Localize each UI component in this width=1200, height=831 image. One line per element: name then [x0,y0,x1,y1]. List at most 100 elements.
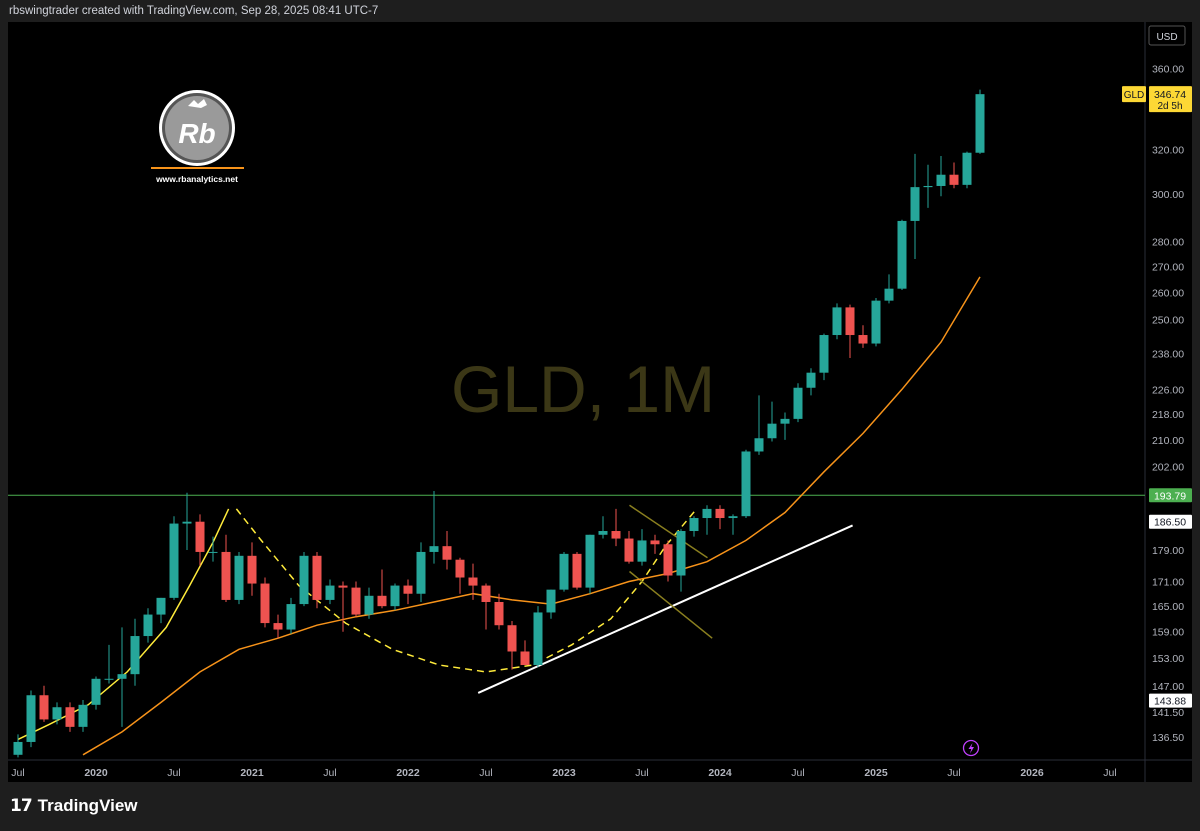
candle-body [351,587,361,615]
candle-body [702,508,712,519]
tradingview-brand-text: TradingView [37,796,138,815]
candle-body [572,553,582,588]
candle-body [806,372,816,388]
candle-body [169,523,179,598]
price-tick-label: 218.00 [1152,409,1184,421]
currency-label: USD [1156,32,1177,43]
candle-body [182,521,192,524]
lightning-icon[interactable] [962,739,980,757]
candle-body [52,707,62,720]
price-level-label: 143.88 [1154,696,1186,708]
price-tick-label: 153.00 [1152,653,1184,665]
candle-body [390,585,400,607]
time-tick-label: 2022 [396,767,420,779]
channel-line-lower [629,570,713,639]
moving-average-line [82,276,981,756]
candle-body [78,704,88,727]
price-tick-label: 226.00 [1152,384,1184,396]
price-tick-label: 360.00 [1152,63,1184,75]
price-tick-label: 300.00 [1152,189,1184,201]
candle-body [767,423,777,439]
time-tick-label: Jul [167,767,180,779]
current-price-tag [1149,86,1192,113]
candle-body [533,612,543,666]
candle-body [312,555,322,600]
price-tick-label: 210.00 [1152,435,1184,447]
candle-body [936,174,946,186]
candle-body [637,540,647,562]
candle-body [156,597,166,615]
candle-body [650,540,660,545]
price-tick-label: 159.00 [1152,627,1184,639]
candle-body [858,335,868,344]
logo-disc [165,96,229,160]
candle-body [897,220,907,289]
candle-body [299,555,309,605]
time-tick-label: 2023 [552,767,576,779]
brand-logo: Rb www.rbanalytics.net [151,86,244,184]
candle-body [442,546,452,560]
candle-body [26,695,36,742]
candle-body [624,538,634,562]
time-tick-label: Jul [1103,767,1116,779]
price-tick-label: 147.00 [1152,681,1184,693]
price-tick-label: 141.50 [1152,707,1184,719]
price-tick-label: 136.50 [1152,732,1184,744]
candle-body [130,636,140,675]
attribution-text: rbswingtrader created with TradingView.c… [9,5,379,17]
channel-line-upper [629,504,708,559]
chart-canvas[interactable]: GLD, 1M Rb www.rbanalytics.net 360.00 320… [8,22,1192,782]
candle-body [598,531,608,535]
price-tick-label: 171.00 [1152,577,1184,589]
candle-body [884,288,894,301]
candle-body [663,544,673,576]
candle-body [611,531,621,539]
price-tick-label: 238.00 [1152,349,1184,361]
candle-body [65,707,75,727]
candle-body [377,595,387,607]
candle-body [728,516,738,519]
price-tick-label: 320.00 [1152,144,1184,156]
candle-body [585,534,595,588]
candle-body [715,508,725,519]
candle-body [689,518,699,532]
candle-body [247,555,257,584]
candle-body [221,551,231,600]
time-tick-label: Jul [791,767,804,779]
candle-body [13,741,23,755]
candle-body [273,623,283,630]
bull-icon [188,99,207,108]
candle-body [741,451,751,517]
candle-body [455,559,465,578]
symbol-tag-label: GLD [1124,90,1145,101]
candle-body [780,418,790,424]
price-tick-label: 250.00 [1152,315,1184,327]
candle-body [39,695,49,720]
candle-body [910,187,920,221]
candle-body [260,583,270,624]
price-tick-label: 280.00 [1152,237,1184,249]
current-price-label: 346.74 [1154,89,1186,101]
time-tick-label: 2021 [240,767,264,779]
logo-text: Rb [178,118,215,149]
price-level-label: 193.79 [1154,490,1186,502]
chart-frame[interactable]: GLD, 1M Rb www.rbanalytics.net 360.00 320… [8,22,1192,782]
chart-header: rbswingtrader created with TradingView.c… [0,0,1200,22]
time-tick-label: Jul [479,767,492,779]
candle-body [546,589,556,613]
tradingview-mark-icon: 17 [10,796,33,816]
tradingview-logo[interactable]: 17 TradingView [10,796,138,816]
price-level-label: 186.50 [1154,517,1186,529]
symbol-tag [1122,86,1146,103]
price-tick-label: 260.00 [1152,288,1184,300]
candle-body [507,625,517,652]
currency-button[interactable]: USD [1148,25,1186,46]
candle-body [494,601,504,626]
bar-countdown-label: 2d 5h [1157,101,1182,112]
candle-body [559,553,569,590]
candle-body [468,577,478,586]
time-tick-label: Jul [323,767,336,779]
candle-body [923,185,933,188]
candle-body [520,651,530,666]
candle-body [104,678,114,680]
